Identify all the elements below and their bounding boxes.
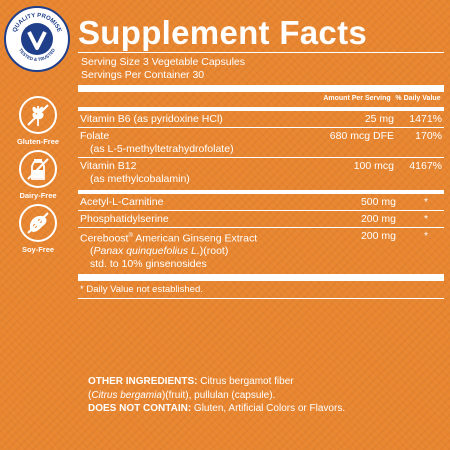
nutrient-amount: 100 mcg [353, 159, 394, 172]
table-row: Acetyl-L-Carnitine 500 mg * [78, 194, 444, 210]
divider [78, 274, 444, 281]
nutrient-name: Phosphatidylserine [80, 212, 169, 225]
nutrient-dv: 4167% [409, 159, 442, 172]
nutrient-source: (as methylcobalamin) [90, 172, 190, 185]
servings-per-container: Servings Per Container 30 [81, 69, 205, 81]
divider [78, 298, 444, 299]
does-not-contain: DOES NOT CONTAIN: Gluten, Artificial Col… [88, 403, 346, 414]
table-row: Folate (as L-5-methyltetrahydrofolate) 6… [78, 128, 444, 157]
table-row: Cereboost® American Ginseng Extract (Pan… [78, 228, 444, 273]
divider [78, 209, 444, 211]
nutrient-name: Acetyl-L-Carnitine [80, 195, 164, 208]
gluten-free-badge: Gluten-Free [10, 96, 66, 146]
badge-column: QUALITY PROMISE TESTED & TRUSTED Gluten-… [0, 0, 78, 450]
table-row: Vitamin B12 (as methylcobalamin) 100 mcg… [78, 158, 444, 187]
nutrient-dv: * [423, 229, 429, 242]
nutrient-amount: 500 mg [360, 195, 396, 208]
nutrient-dv: 170% [415, 129, 442, 142]
divider [78, 106, 444, 111]
divider [78, 189, 444, 194]
dv-header: % Daily Value [395, 95, 441, 102]
divider [78, 156, 444, 158]
nutrient-dv: * [423, 195, 429, 208]
gluten-free-label: Gluten-Free [16, 137, 60, 146]
divider [78, 226, 444, 228]
wheat-icon [27, 104, 49, 126]
dairy-free-label: Dairy-Free [19, 191, 57, 200]
footnote: * Daily Value not established. [80, 284, 203, 295]
soy-free-label: Soy-Free [21, 245, 55, 254]
serving-size: Serving Size 3 Vegetable Capsules [81, 56, 246, 68]
nutrient-source: (as L-5-methyltetrahydrofolate) [90, 142, 234, 155]
divider [78, 126, 444, 128]
nutrient-standardization: std. to 10% ginsenosides [90, 258, 207, 270]
table-row: Phosphatidylserine 200 mg * [78, 211, 444, 227]
nutrient-amount: 680 mcg DFE [329, 129, 394, 142]
nutrient-name: Cereboost® American Ginseng Extract [80, 232, 258, 244]
nutrient-amount: 25 mg [364, 112, 394, 125]
quality-promise-badge: QUALITY PROMISE TESTED & TRUSTED [4, 6, 70, 72]
dairy-free-badge: Dairy-Free [10, 150, 66, 200]
nutrient-name: Vitamin B6 (as pyridoxine HCl) [80, 112, 223, 125]
supplement-facts-panel: Supplement Facts Serving Size 3 Vegetabl… [78, 14, 444, 299]
soy-free-badge: Soy-Free [10, 204, 66, 254]
nutrient-dv: 1471% [409, 112, 442, 125]
nutrient-name: Folate [80, 129, 110, 142]
nutrient-dv: * [423, 212, 429, 225]
nutrient-name: Vitamin B12 [80, 159, 137, 172]
milk-bottle-icon [27, 158, 49, 180]
table-row: Vitamin B6 (as pyridoxine HCl) 25 mg 147… [78, 111, 444, 127]
nutrient-source: (Panax quinquefolius L.)(root) [90, 245, 229, 257]
page-title: Supplement Facts [78, 14, 368, 51]
table-header: Amount Per Serving % Daily Value [78, 92, 444, 107]
amount-header: Amount Per Serving [323, 95, 391, 102]
nutrient-amount: 200 mg [360, 212, 396, 225]
other-ingredients: OTHER INGREDIENTS: Citrus bergamot fiber… [88, 375, 444, 416]
nutrient-amount: 200 mg [360, 229, 396, 242]
divider [78, 52, 444, 53]
divider [78, 85, 444, 92]
checkmark-v-icon: QUALITY PROMISE TESTED & TRUSTED [12, 13, 62, 62]
soybean-icon [27, 212, 49, 234]
